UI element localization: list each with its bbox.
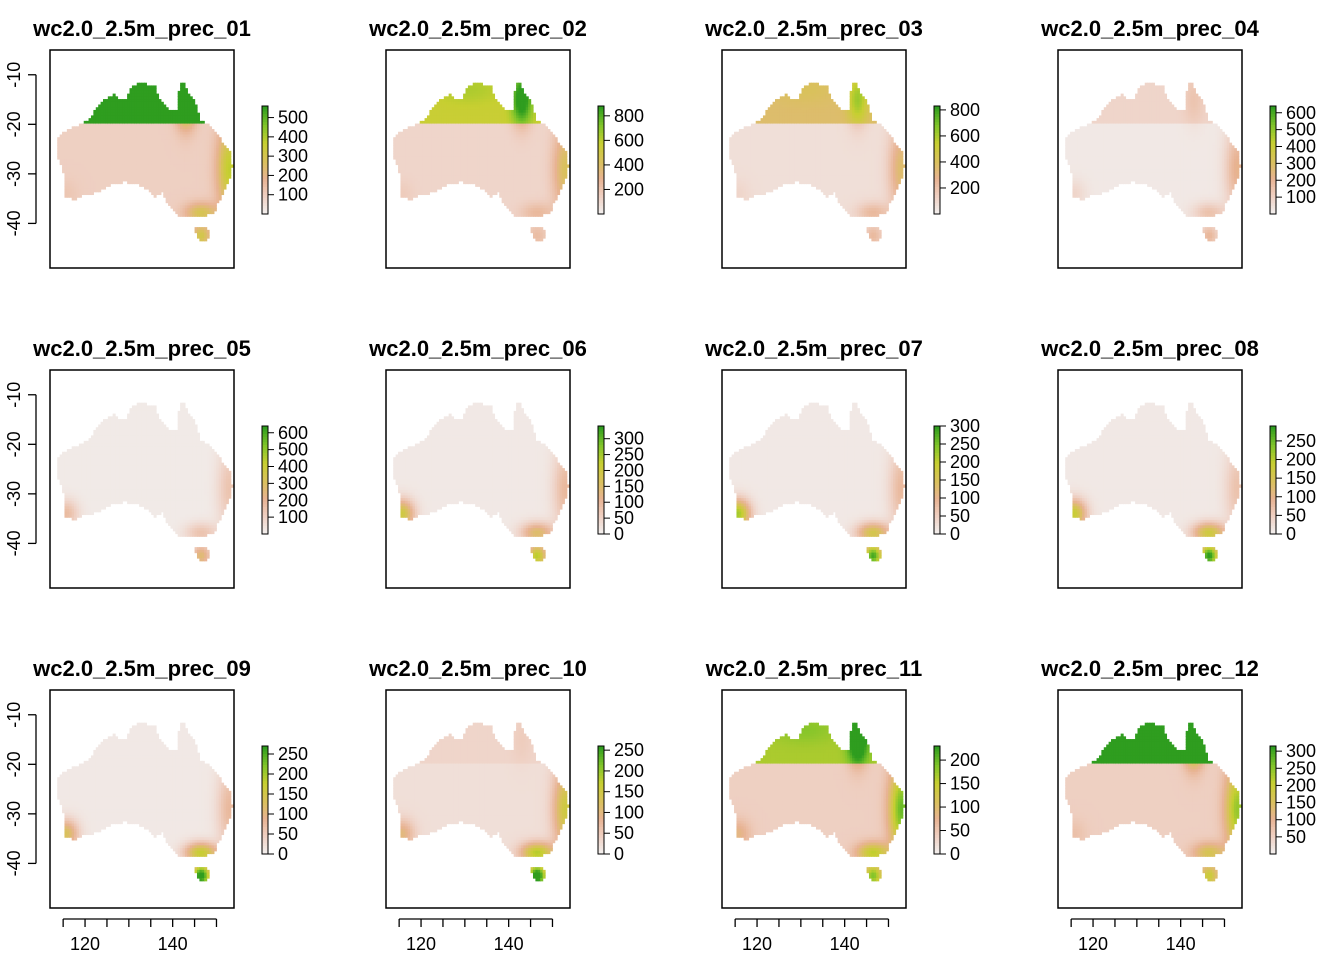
panel-title: wc2.0_2.5m_prec_01 xyxy=(32,16,251,41)
precip-raster xyxy=(57,83,233,242)
map-panel-1: wc2.0_2.5m_prec_01-10-20-30-401002003004… xyxy=(4,16,308,268)
figure-canvas: wc2.0_2.5m_prec_01-10-20-30-401002003004… xyxy=(0,0,1344,960)
